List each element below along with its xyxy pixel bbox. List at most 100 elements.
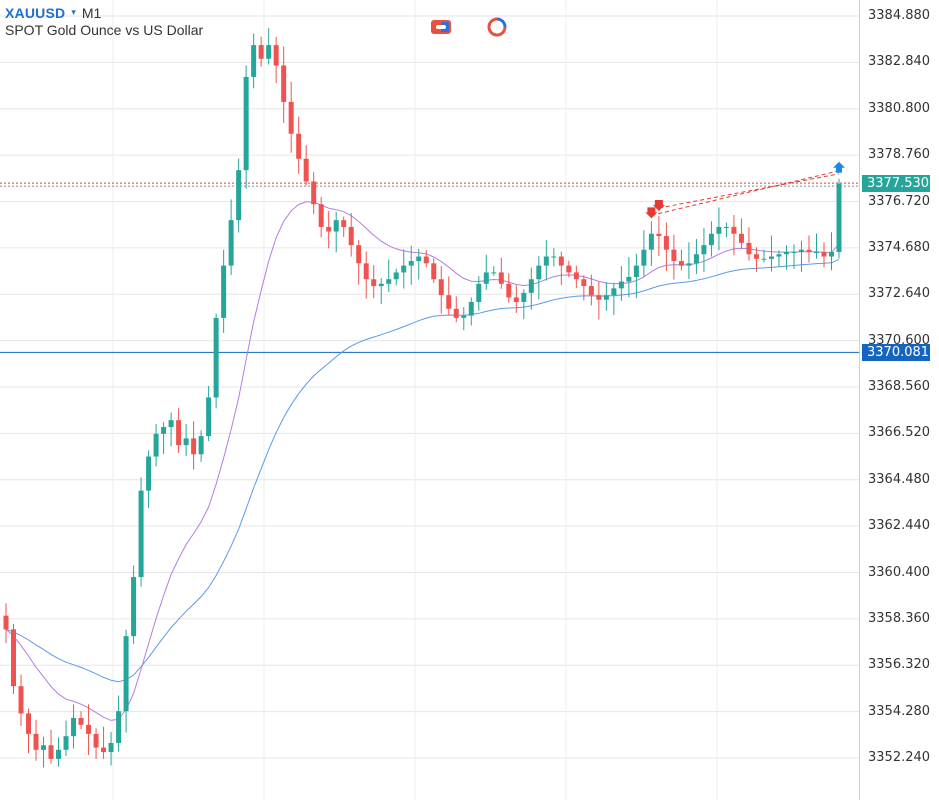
candle-body	[438, 279, 444, 296]
indicator-cycle-icon[interactable]	[486, 17, 508, 37]
candle-body	[453, 308, 459, 318]
candle-body	[228, 220, 234, 266]
candle-body	[296, 133, 302, 159]
candle-body	[273, 45, 279, 66]
chart-header: XAUUSD ▾ M1 SPOT Gold Ounce vs US Dollar	[5, 4, 204, 39]
timeframe-label[interactable]: M1	[81, 4, 102, 21]
candle-body	[371, 279, 377, 287]
price-tick-label: 3364.480	[868, 471, 931, 487]
candle-body	[3, 615, 9, 630]
price-tick-label: 3352.240	[868, 750, 931, 765]
chevron-down-icon[interactable]: ▾	[71, 7, 76, 17]
candle-body	[498, 272, 504, 284]
symbol-description: SPOT Gold Ounce vs US Dollar	[5, 22, 204, 38]
candle-body	[26, 713, 32, 734]
candle-body	[363, 263, 369, 280]
candle-body	[603, 295, 609, 300]
candle-body	[633, 265, 639, 277]
candle-body	[806, 249, 812, 252]
candle-body	[416, 256, 422, 262]
sell-arrow-icon	[645, 207, 658, 219]
candle-body	[686, 263, 692, 266]
candle-body	[461, 315, 467, 318]
candle-body	[626, 276, 632, 282]
candle-body	[671, 249, 677, 262]
price-tick-label: 3354.280	[868, 703, 931, 719]
candle-body	[386, 279, 392, 284]
candle-body	[476, 283, 482, 302]
price-tick-label: 3362.440	[868, 518, 931, 534]
candle-body	[33, 733, 39, 750]
candle-body	[123, 636, 129, 712]
candle-body	[56, 749, 62, 759]
price-tick-label: 3384.880	[868, 8, 931, 23]
candle-body	[446, 295, 452, 309]
trade-panel-icon[interactable]	[430, 17, 452, 37]
candle-body	[131, 577, 137, 637]
candle-body	[776, 254, 782, 257]
candle-body	[648, 233, 654, 250]
candle-body	[678, 261, 684, 266]
buy-arrow-icon	[833, 161, 845, 173]
candle-body	[266, 45, 272, 59]
candle-body	[761, 258, 767, 260]
candle-body	[243, 76, 249, 171]
candle-body	[551, 256, 557, 258]
chart-lines	[0, 182, 859, 721]
moving-average-fast	[5, 201, 840, 721]
candle-body	[821, 251, 827, 257]
candle-body	[108, 742, 114, 753]
candle-body	[401, 265, 407, 273]
candle-body	[258, 45, 264, 59]
candle-body	[288, 101, 294, 134]
candle-body	[41, 745, 47, 750]
candle-body	[138, 490, 144, 578]
candle-body	[746, 242, 752, 255]
price-tick-label: 3380.800	[868, 100, 931, 116]
trade-connector-line	[658, 173, 840, 209]
price-tick-label: 3382.840	[868, 54, 931, 70]
candle-body	[513, 297, 519, 302]
candle-body	[641, 249, 647, 266]
price-tick-label: 3358.360	[868, 610, 931, 626]
candle-body	[146, 456, 152, 491]
chart-area[interactable]	[0, 0, 859, 800]
candle-body	[828, 251, 834, 257]
candle-body	[153, 433, 159, 457]
candle-body	[333, 220, 339, 232]
price-tick-label: 3356.320	[868, 657, 931, 673]
candle-body	[11, 629, 17, 687]
candle-body	[596, 295, 602, 300]
candle-body	[528, 279, 534, 293]
candle-body	[573, 272, 579, 280]
current-price-tag: 3377.530	[862, 175, 930, 193]
candle-body	[483, 272, 489, 284]
candle-body	[101, 747, 107, 753]
moving-average-slow	[5, 258, 840, 683]
price-tick-label: 3370.600	[868, 332, 931, 348]
candle-body	[348, 226, 354, 246]
candle-body	[791, 251, 797, 253]
candle-body	[378, 283, 384, 287]
candle-body	[198, 436, 204, 455]
candle-body	[716, 226, 722, 234]
candle-body	[161, 427, 167, 434]
candle-body	[693, 254, 699, 264]
candle-body	[798, 249, 804, 252]
trade-connector-line	[651, 170, 840, 216]
candle-body	[86, 724, 92, 734]
candle-body	[423, 256, 429, 264]
candle-body	[341, 220, 347, 227]
candle-body	[356, 245, 362, 264]
horizontal-level-tag[interactable]: 3370.081	[862, 344, 930, 362]
price-tick-label: 3376.720	[868, 193, 931, 209]
candle-body	[558, 256, 564, 266]
candle-body	[521, 292, 527, 302]
candle-body	[588, 286, 594, 296]
price-tick-label: 3374.680	[868, 239, 931, 255]
symbol-selector[interactable]: XAUUSD	[5, 4, 66, 21]
candle-body	[656, 233, 662, 237]
trade-signals	[645, 161, 845, 219]
candle-body	[303, 158, 309, 182]
candle-body	[71, 717, 77, 737]
